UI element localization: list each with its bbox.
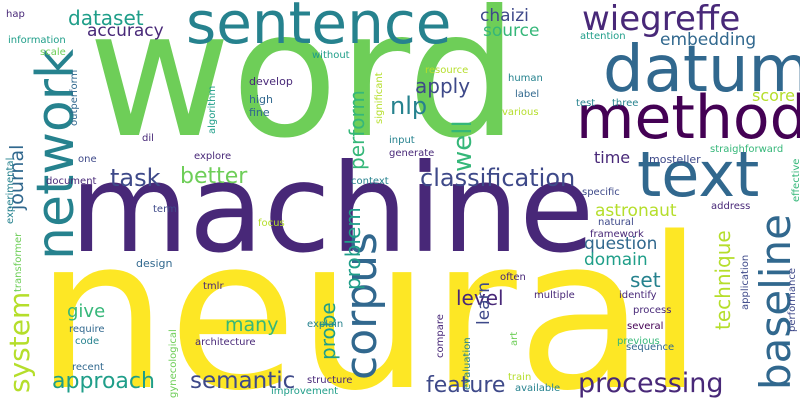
cloud-word: significant	[374, 72, 385, 124]
cloud-word: neural	[35, 192, 704, 400]
cloud-word: perform	[345, 90, 369, 170]
cloud-word: task	[110, 164, 161, 192]
cloud-word: level	[456, 286, 504, 310]
cloud-word: label	[515, 89, 540, 100]
cloud-word: test	[576, 98, 596, 109]
cloud-word: art	[509, 331, 520, 346]
cloud-word: accuracy	[87, 21, 164, 41]
cloud-word: human	[508, 73, 543, 84]
cloud-word: gynecological	[168, 329, 179, 398]
cloud-word: text	[637, 138, 760, 211]
cloud-word: process	[633, 305, 672, 316]
cloud-word: learn	[474, 281, 494, 325]
cloud-word: scale	[40, 47, 66, 58]
cloud-word: various	[502, 107, 539, 118]
cloud-word: three	[612, 98, 639, 109]
cloud-word: improvement	[271, 386, 339, 397]
cloud-word: transformer	[13, 232, 24, 292]
cloud-word: semantic	[190, 368, 296, 394]
cloud-word: datum	[603, 33, 800, 107]
cloud-word: system	[3, 291, 36, 393]
cloud-word: dil	[142, 133, 154, 144]
cloud-word: algorithm	[207, 85, 218, 134]
cloud-word: technique	[711, 230, 735, 330]
cloud-word: train	[508, 372, 532, 383]
cloud-word: dataset	[68, 6, 144, 30]
cloud-word: recent	[72, 362, 104, 373]
cloud-word: generate	[389, 148, 435, 159]
cloud-word: previous	[617, 336, 660, 347]
cloud-word: method	[576, 83, 800, 153]
cloud-word: attention	[580, 31, 626, 42]
cloud-word: effective	[791, 158, 800, 202]
cloud-word: question	[584, 234, 658, 254]
cloud-word: machine	[70, 138, 595, 280]
cloud-word: identify	[619, 290, 657, 301]
cloud-word: domain	[584, 250, 648, 270]
cloud-word: approach	[52, 369, 155, 394]
cloud-word: mosteller	[649, 153, 701, 166]
cloud-word: source	[483, 21, 540, 41]
cloud-word: architecture	[195, 337, 256, 348]
cloud-word: context	[351, 176, 389, 187]
cloud-word: processing	[578, 368, 724, 399]
cloud-word: specific	[582, 187, 620, 198]
cloud-word: word	[88, 0, 519, 177]
cloud-word: compare	[435, 314, 446, 358]
cloud-word: probe	[316, 302, 340, 360]
cloud-word: high	[249, 93, 273, 106]
cloud-word: design	[136, 257, 173, 270]
cloud-word: several	[627, 321, 664, 332]
cloud-word: one	[78, 154, 97, 165]
cloud-word: without	[312, 50, 350, 61]
cloud-word: often	[500, 272, 526, 283]
cloud-word: well	[448, 120, 478, 172]
cloud-word: classification	[420, 164, 576, 192]
cloud-word: application	[740, 254, 751, 310]
cloud-word: develop	[249, 75, 293, 88]
cloud-word: sentence	[186, 0, 452, 57]
cloud-word: multiple	[534, 290, 575, 301]
cloud-word: sequence	[626, 342, 675, 353]
cloud-word: structure	[307, 375, 353, 386]
cloud-word: fine	[249, 106, 270, 119]
cloud-word: astronaut	[595, 201, 677, 221]
cloud-word: score	[752, 86, 795, 105]
cloud-word: information	[8, 35, 66, 46]
cloud-word: apply	[415, 74, 471, 98]
cloud-word: wiegreffe	[582, 0, 741, 39]
cloud-word: feature	[426, 373, 506, 398]
cloud-word: document	[46, 176, 97, 187]
cloud-word: outperform	[69, 69, 80, 126]
cloud-word: focus	[258, 218, 285, 229]
cloud-word: performance	[787, 267, 798, 332]
cloud-word: give	[67, 301, 106, 322]
cloud-word: address	[711, 201, 751, 212]
cloud-word: natural	[598, 217, 634, 228]
cloud-word: available	[515, 383, 561, 394]
cloud-word: chaizi	[480, 6, 529, 26]
cloud-word: require	[69, 324, 105, 335]
cloud-word: embedding	[660, 30, 757, 50]
cloud-word: better	[180, 164, 248, 189]
cloud-word: term	[153, 204, 177, 215]
cloud-word: input	[389, 135, 415, 146]
cloud-word: straighforward	[710, 144, 784, 155]
cloud-word: framework	[590, 229, 644, 240]
cloud-word: many	[225, 314, 279, 336]
cloud-word: resource	[425, 65, 469, 76]
cloud-word: hap	[6, 9, 25, 20]
cloud-word: experimental	[5, 157, 16, 224]
cloud-word: code	[75, 336, 100, 347]
cloud-word: problem	[341, 207, 365, 290]
cloud-word: evaluation	[462, 337, 473, 390]
cloud-word: explain	[307, 319, 344, 330]
cloud-word: tmlr	[203, 281, 224, 292]
cloud-word: explore	[194, 151, 232, 162]
cloud-word: time	[594, 148, 631, 167]
cloud-word: set	[630, 268, 661, 292]
cloud-word: nlp	[390, 92, 428, 120]
